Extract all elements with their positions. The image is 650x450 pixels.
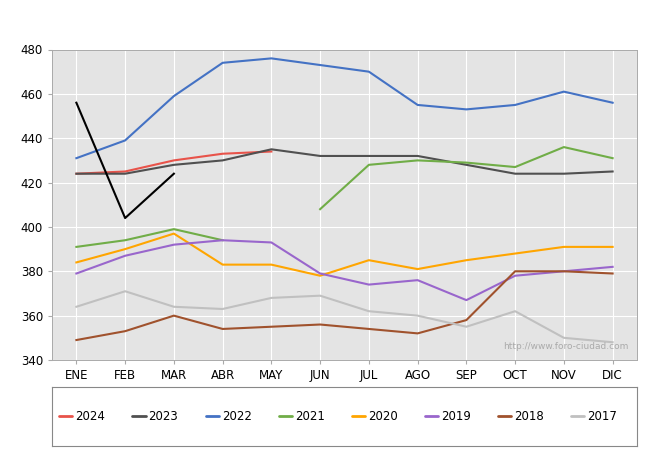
2018 <box>268 324 276 329</box>
2019 <box>608 264 616 270</box>
2019 <box>463 297 471 303</box>
2017 <box>365 309 373 314</box>
2019 <box>413 278 421 283</box>
2018 <box>121 328 129 334</box>
2017 <box>560 335 568 341</box>
2020 <box>608 244 616 250</box>
2017 <box>170 304 178 310</box>
2018 <box>72 338 81 343</box>
2024 <box>121 169 129 174</box>
2023 <box>121 171 129 176</box>
Line: 2023: 2023 <box>77 149 612 174</box>
Line: 2021: 2021 <box>77 229 222 247</box>
2019 <box>316 271 324 276</box>
2019 <box>365 282 373 287</box>
2022 <box>316 62 324 68</box>
2020 <box>218 262 227 267</box>
2020 <box>170 231 178 236</box>
2019 <box>218 238 227 243</box>
Text: 2017: 2017 <box>588 410 617 423</box>
2017 <box>608 340 616 345</box>
2018 <box>170 313 178 318</box>
2017 <box>511 309 519 314</box>
2020 <box>413 266 421 272</box>
2020 <box>316 273 324 279</box>
Text: 2019: 2019 <box>441 410 471 423</box>
Line: 2022: 2022 <box>77 58 612 158</box>
2023 <box>608 169 616 174</box>
2019 <box>170 242 178 248</box>
2019 <box>121 253 129 258</box>
2019 <box>72 271 81 276</box>
2023 <box>463 162 471 167</box>
2022 <box>365 69 373 74</box>
Line: 2020: 2020 <box>77 234 612 276</box>
2023 <box>218 158 227 163</box>
2019 <box>268 240 276 245</box>
2022 <box>121 138 129 143</box>
2022 <box>511 102 519 108</box>
2020 <box>463 257 471 263</box>
Text: 2018: 2018 <box>514 410 544 423</box>
2019 <box>511 273 519 279</box>
2020 <box>365 257 373 263</box>
2020 <box>560 244 568 250</box>
2018 <box>560 269 568 274</box>
2022 <box>170 93 178 99</box>
Line: 2019: 2019 <box>77 240 612 300</box>
2022 <box>218 60 227 66</box>
2019 <box>560 269 568 274</box>
2021 <box>121 238 129 243</box>
2017 <box>413 313 421 318</box>
Text: 2022: 2022 <box>222 410 252 423</box>
2022 <box>413 102 421 108</box>
2023 <box>72 171 81 176</box>
2023 <box>170 162 178 167</box>
2017 <box>316 293 324 298</box>
2023 <box>365 153 373 159</box>
2020 <box>268 262 276 267</box>
2017 <box>268 295 276 301</box>
2021 <box>72 244 81 250</box>
2024 <box>268 149 276 154</box>
Text: http://www.foro-ciudad.com: http://www.foro-ciudad.com <box>503 342 628 351</box>
2023 <box>560 171 568 176</box>
2018 <box>463 317 471 323</box>
2023 <box>511 171 519 176</box>
2024 <box>170 158 178 163</box>
2022 <box>463 107 471 112</box>
2017 <box>121 288 129 294</box>
2024 <box>218 151 227 157</box>
2023 <box>268 147 276 152</box>
Text: 2023: 2023 <box>148 410 178 423</box>
Text: Afiliados en Les Planes d'Hostoles a 31/5/2024: Afiliados en Les Planes d'Hostoles a 31/… <box>122 14 528 32</box>
2023 <box>316 153 324 159</box>
2021 <box>218 238 227 243</box>
2018 <box>413 331 421 336</box>
2018 <box>218 326 227 332</box>
2017 <box>463 324 471 329</box>
Text: 2021: 2021 <box>295 410 324 423</box>
2024 <box>72 171 81 176</box>
Text: 2024: 2024 <box>75 410 105 423</box>
2021 <box>170 226 178 232</box>
Line: 2018: 2018 <box>77 271 612 340</box>
2020 <box>511 251 519 256</box>
2018 <box>608 271 616 276</box>
Text: 2020: 2020 <box>368 410 398 423</box>
2018 <box>511 269 519 274</box>
2017 <box>218 306 227 312</box>
2018 <box>365 326 373 332</box>
2020 <box>121 247 129 252</box>
2023 <box>413 153 421 159</box>
2020 <box>72 260 81 265</box>
2022 <box>72 155 81 161</box>
Line: 2024: 2024 <box>77 152 272 174</box>
2022 <box>268 56 276 61</box>
2017 <box>72 304 81 310</box>
2022 <box>608 100 616 105</box>
Line: 2017: 2017 <box>77 291 612 342</box>
2018 <box>316 322 324 327</box>
2022 <box>560 89 568 94</box>
